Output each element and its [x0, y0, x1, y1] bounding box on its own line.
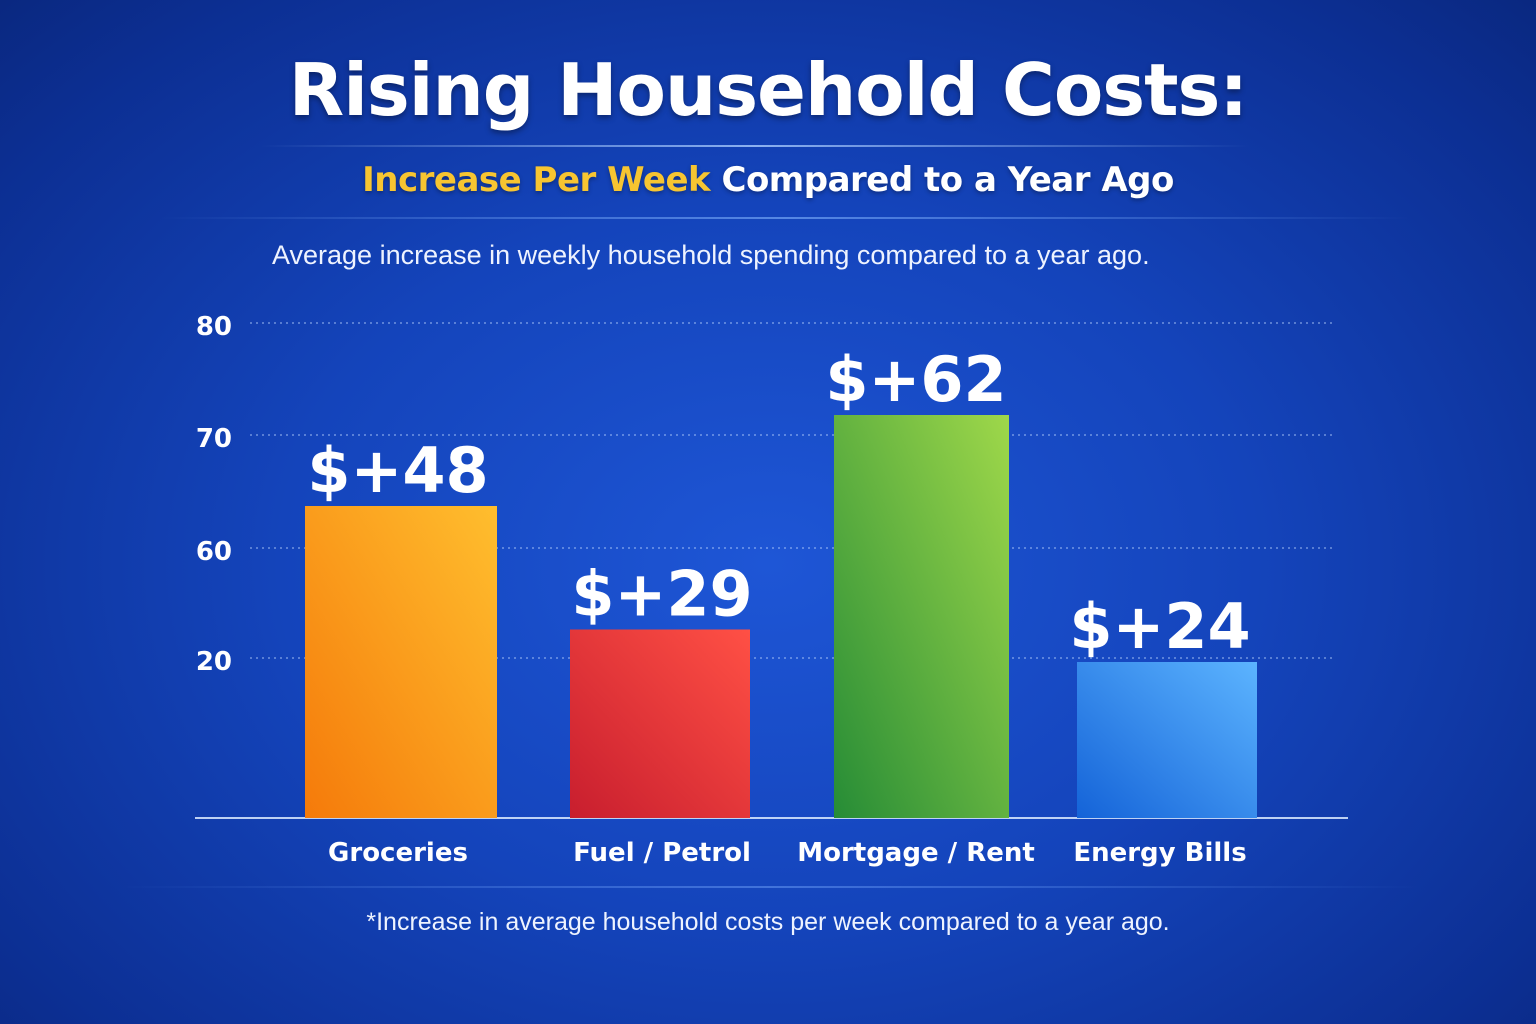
bar-value-label: $+29	[571, 558, 752, 631]
bar-value-label: $+24	[1069, 590, 1250, 663]
subtitle-highlight: Increase Per Week	[362, 160, 711, 200]
title-divider	[260, 145, 1250, 147]
bars	[305, 415, 1257, 818]
bar-groceries	[305, 506, 497, 818]
category-label: Energy Bills	[1073, 838, 1246, 868]
footnote: *Increase in average household costs per…	[366, 908, 1170, 936]
bar-value-label: $+62	[825, 343, 1006, 416]
bar-value-label: $+48	[307, 434, 488, 507]
bar-fuel-petrol	[570, 629, 750, 818]
y-tick-label: 20	[196, 647, 232, 677]
bar-energy-bills	[1077, 662, 1257, 818]
subtitle-rest: Compared to a Year Ago	[721, 160, 1175, 200]
y-tick-label: 60	[196, 537, 232, 567]
subtitle-divider	[160, 217, 1410, 219]
subtitle: Increase Per Week Compared to a Year Ago	[0, 160, 1536, 200]
category-label: Mortgage / Rent	[797, 838, 1035, 868]
category-label: Fuel / Petrol	[573, 838, 751, 868]
title: Rising Household Costs:	[288, 48, 1248, 132]
bar-mortgage-rent	[834, 415, 1009, 818]
y-tick-label: 80	[196, 312, 232, 342]
footnote-divider	[120, 886, 1420, 888]
y-tick-label: 70	[196, 424, 232, 454]
chart-description: Average increase in weekly household spe…	[272, 240, 1150, 270]
category-label: Groceries	[328, 838, 468, 868]
labels: 80 70 60 20 $+48 Groceries $+29 Fuel / Petrol $+…	[196, 312, 1251, 868]
